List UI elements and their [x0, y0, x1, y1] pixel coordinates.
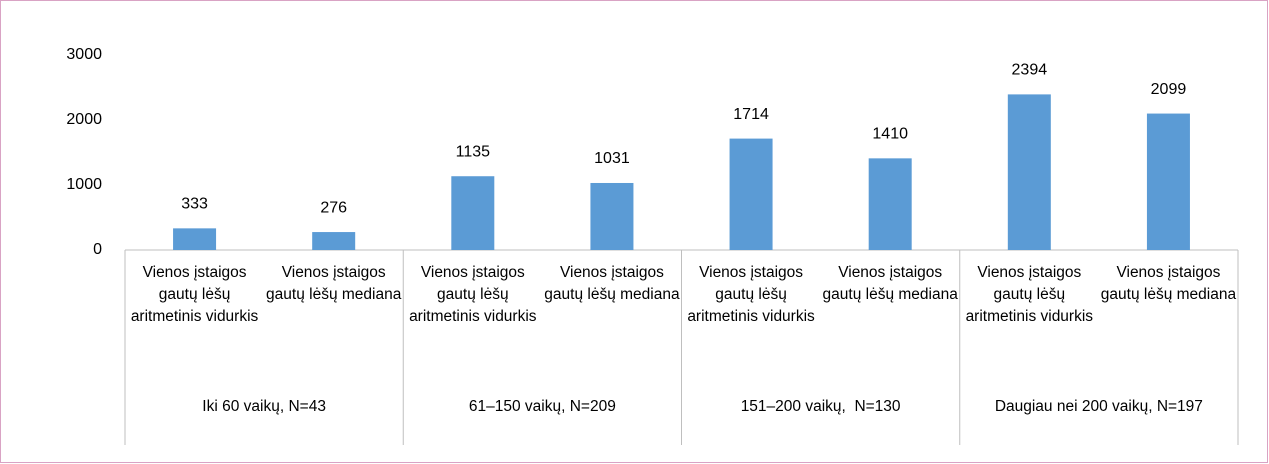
y-tick-label: 2000 — [66, 111, 102, 128]
x-tick-label: Vienos įstaigos gautų lėšų mediana — [266, 264, 402, 303]
data-label: 2394 — [1012, 62, 1048, 79]
x-tick-label: Vienos įstaigos gautų lėšų mediana — [1100, 264, 1237, 303]
bar — [451, 176, 495, 250]
group-label: 151–200 vaikų, N=130 — [740, 398, 901, 415]
x-tick-label: Vienos įstaigos gautų lėšų aritmetinis v… — [409, 264, 537, 325]
data-label: 2099 — [1151, 81, 1187, 98]
bar — [1146, 113, 1190, 250]
x-tick-label: Vienos įstaigos gautų lėšų aritmetinis v… — [965, 264, 1094, 325]
bar — [868, 158, 912, 250]
x-tick-label: Vienos įstaigos gautų lėšų aritmetinis v… — [687, 264, 815, 325]
data-label: 1410 — [872, 126, 908, 143]
x-tick-label: Vienos įstaigos gautų lėšų aritmetinis v… — [130, 264, 259, 325]
data-label: 1714 — [733, 106, 769, 123]
y-tick-label: 0 — [93, 241, 102, 258]
group-label: Iki 60 vaikų, N=43 — [202, 398, 326, 415]
bar — [1007, 94, 1051, 250]
data-label: 333 — [181, 196, 208, 213]
x-tick-label: Vienos įstaigos gautų lėšų mediana — [544, 264, 680, 303]
y-tick-label: 1000 — [66, 176, 102, 193]
bar — [729, 138, 773, 250]
y-tick-label: 3000 — [66, 46, 102, 63]
data-label: 1031 — [594, 150, 630, 167]
bar — [312, 232, 356, 250]
bar — [173, 228, 217, 250]
group-label: Daugiau nei 200 vaikų, N=197 — [994, 398, 1203, 415]
group-label: 61–150 vaikų, N=209 — [468, 398, 616, 415]
bar — [590, 182, 634, 250]
x-tick-label: Vienos įstaigos gautų lėšų mediana — [822, 264, 958, 303]
data-label: 1135 — [456, 143, 491, 160]
data-label: 276 — [320, 199, 347, 216]
